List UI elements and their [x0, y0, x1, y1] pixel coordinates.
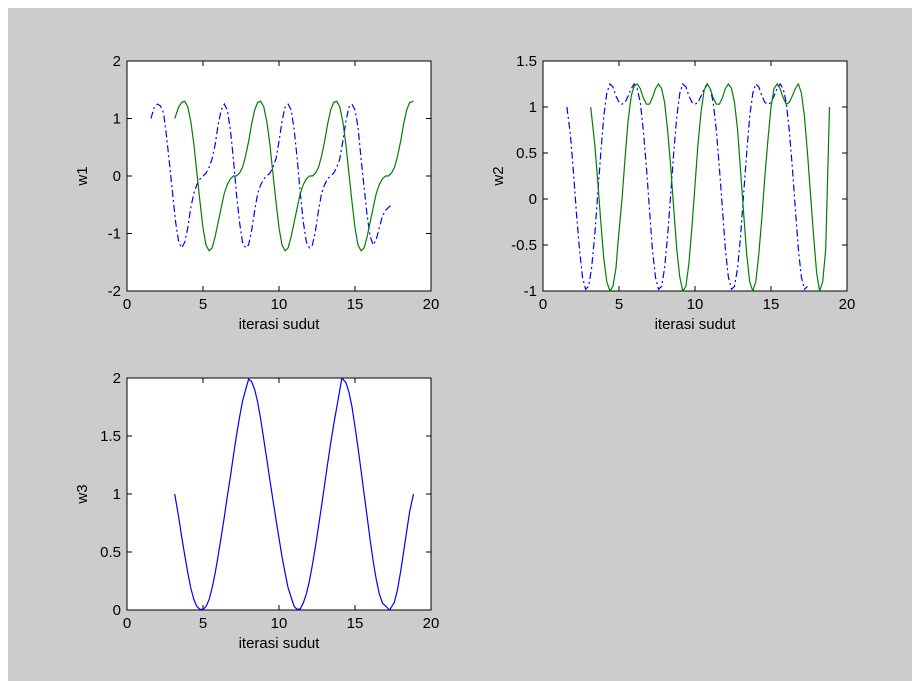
- y-tick-label: 0.5: [516, 145, 537, 162]
- y-tick-label: -1: [108, 226, 121, 243]
- x-axis-label: iterasi sudut: [239, 316, 321, 333]
- y-axis-label: w1: [74, 166, 91, 186]
- x-tick-label: 0: [123, 615, 131, 632]
- y-tick-label: -2: [108, 283, 121, 300]
- x-tick-label: 0: [123, 296, 131, 313]
- y-axis-label: w3: [74, 484, 91, 504]
- subplot-w2: 0 5 10 15 20 -1 -0.5 0 0.5 1 1.5 iterasi sudut w2: [490, 53, 855, 333]
- figure-window: 0 5 10 15 20 -2 -1 0 1 2 iterasi sudut w1 0 5 10 15 20-…: [8, 8, 912, 681]
- y-tick-label: -0.5: [511, 237, 537, 254]
- x-tick-label: 5: [615, 296, 623, 313]
- x-tick-label: 15: [347, 615, 364, 632]
- series-line-dashdot: [150, 102, 392, 250]
- x-tick-label: 10: [687, 296, 704, 313]
- x-tick-label: 5: [199, 296, 207, 313]
- x-axis-label: iterasi sudut: [239, 635, 321, 652]
- x-tick-label: 10: [271, 615, 288, 632]
- y-tick-label: 1: [113, 111, 121, 128]
- x-tick-label: 0: [539, 296, 547, 313]
- y-tick-label: 1.5: [516, 53, 537, 70]
- x-tick-label: 10: [271, 296, 288, 313]
- y-tick-label: 0: [529, 191, 537, 208]
- series-line-solid: [590, 82, 831, 291]
- y-axis-label: w2: [490, 166, 507, 186]
- axes-frame: [126, 377, 432, 611]
- x-axis-label: iterasi sudut: [655, 316, 737, 333]
- x-tick-label: 20: [423, 296, 440, 313]
- x-tick-label: 20: [839, 296, 856, 313]
- y-tick-label: 2: [113, 53, 121, 70]
- y-tick-label: 1.5: [100, 428, 121, 445]
- x-tick-label: 5: [199, 615, 207, 632]
- subplot-w3: 0 5 10 15 20 0 0.5 1 1.5 2 iterasi sudut w3: [74, 370, 439, 652]
- y-tick-label: 1: [529, 99, 537, 116]
- x-tick-label: 20: [423, 615, 440, 632]
- series-line-solid: [174, 378, 415, 610]
- y-tick-label: -1: [524, 283, 537, 300]
- subplot-w1: 0 5 10 15 20 -2 -1 0 1 2 iterasi sudut w1: [74, 53, 439, 333]
- y-tick-label: 0.5: [100, 544, 121, 561]
- y-tick-label: 1: [113, 486, 121, 503]
- y-tick-label: 2: [113, 370, 121, 387]
- x-tick-label: 15: [347, 296, 364, 313]
- series-line-solid: [174, 100, 414, 252]
- y-tick-label: 0: [113, 168, 121, 185]
- y-tick-label: 0: [113, 602, 121, 619]
- x-tick-label: 15: [763, 296, 780, 313]
- axes-frame: [126, 60, 432, 292]
